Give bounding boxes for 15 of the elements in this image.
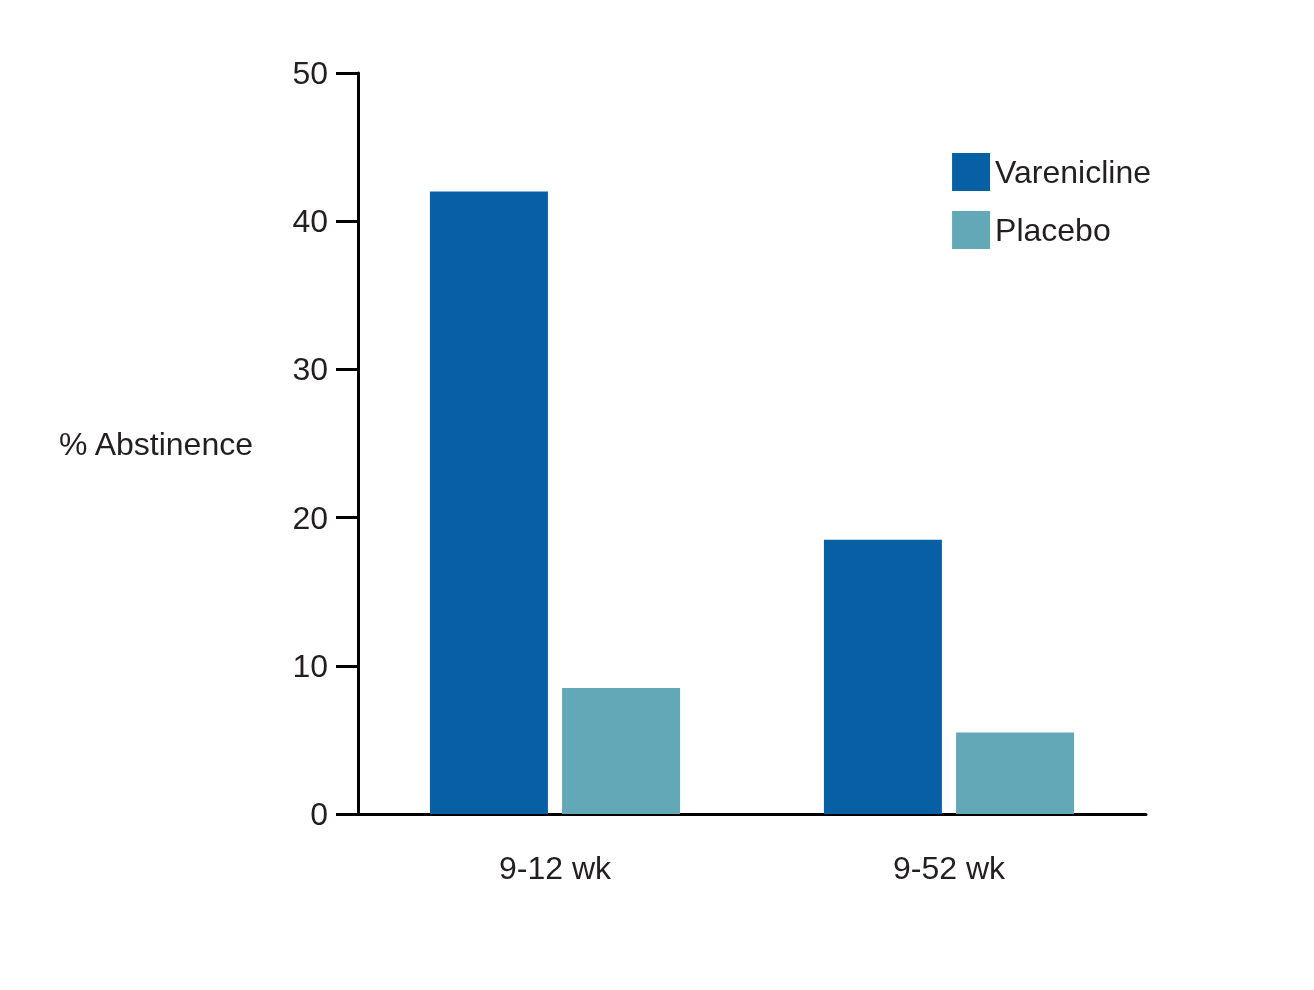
bar [429, 191, 548, 814]
y-axis-title: % Abstinence [59, 425, 253, 462]
y-tick-label: 40 [292, 203, 328, 240]
x-tick-label: 9-52 wk [892, 850, 1007, 886]
bar [823, 539, 942, 814]
legend-label: Placebo [995, 212, 1111, 248]
y-tick-label: 0 [310, 796, 328, 832]
x-tick-label: 9-12 wk [498, 850, 613, 886]
y-tick-label: 10 [292, 647, 328, 684]
bar [562, 688, 681, 814]
y-tick-label: 30 [292, 351, 328, 388]
legend-label: Varenicline [995, 154, 1151, 190]
bar [956, 732, 1075, 814]
y-tick-label: 50 [292, 55, 328, 91]
y-tick-label: 20 [292, 499, 328, 536]
